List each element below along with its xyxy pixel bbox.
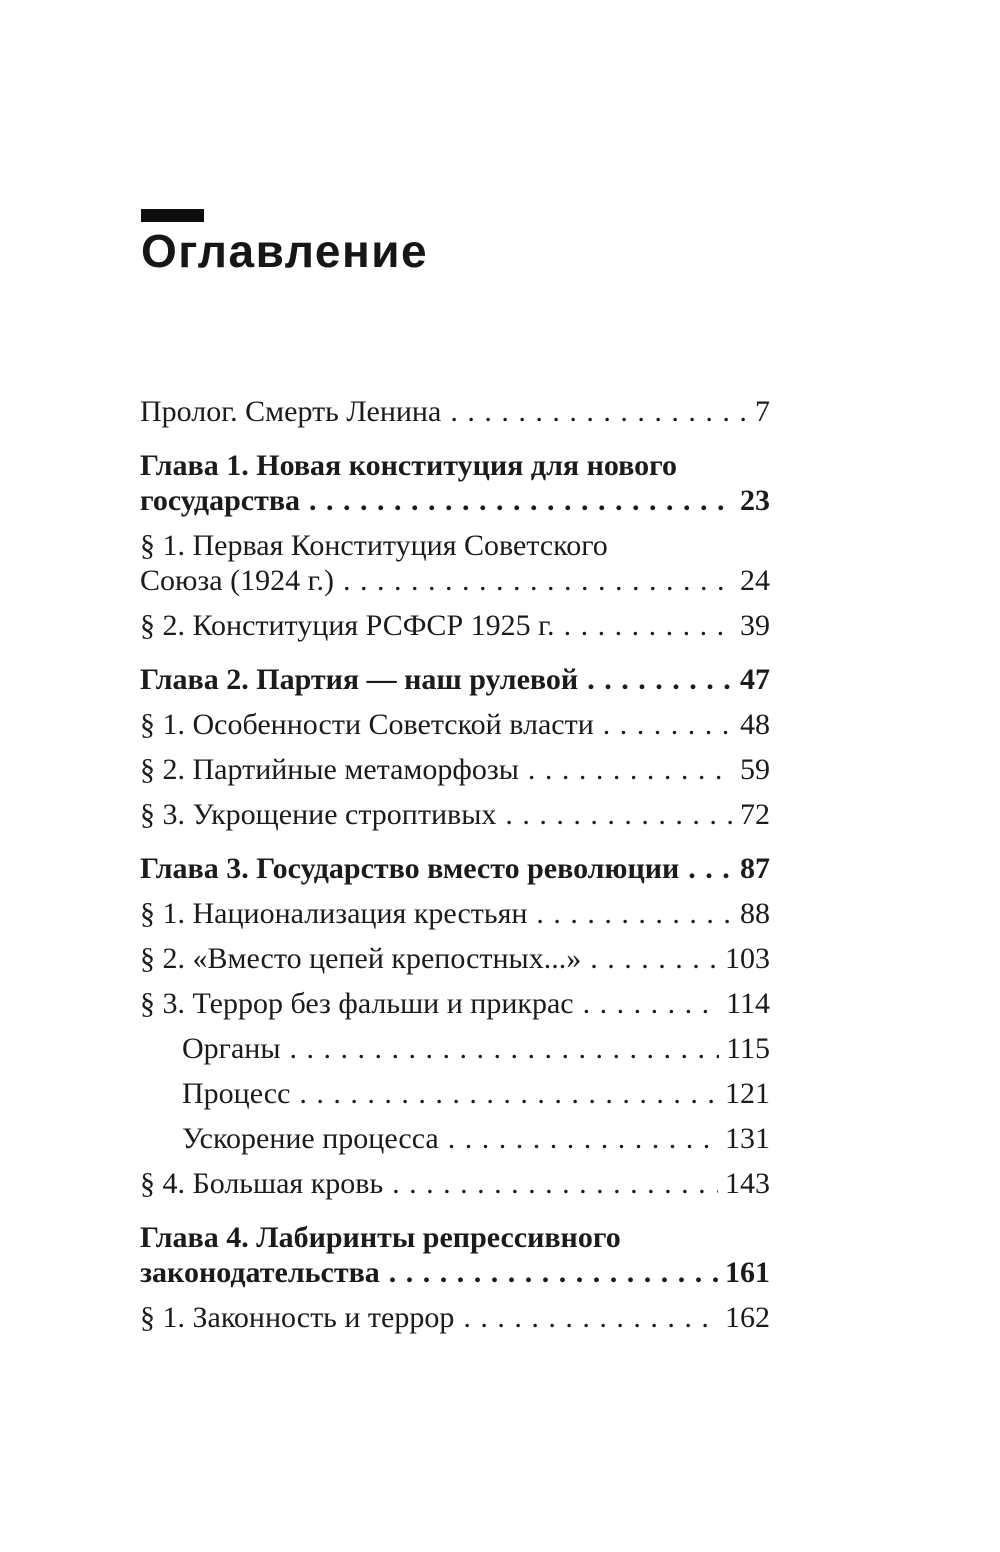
dot-leader: . . . . . . . . . . . . . . . . . . . . … bbox=[505, 798, 733, 831]
toc-page-number: 131 bbox=[725, 1122, 770, 1155]
toc-page-number: 115 bbox=[726, 1032, 770, 1065]
toc-entry-section: § 3. Укрощение строптивых . . . . . . . … bbox=[140, 797, 770, 832]
title-accent-bar bbox=[141, 209, 204, 222]
toc-entry-section: § 1. Особенности Советской власти . . . … bbox=[140, 707, 770, 742]
dot-leader: . . . . . . . . . . . . . . . . . . . . … bbox=[527, 753, 733, 786]
toc-page-number: 24 bbox=[740, 564, 770, 597]
toc-entry-section: § 1. Законность и террор . . . . . . . .… bbox=[140, 1300, 770, 1335]
toc-page-number: 88 bbox=[740, 897, 770, 930]
toc-entry-title: § 1. Особенности Советской власти bbox=[140, 708, 594, 741]
toc-page-number: 162 bbox=[725, 1301, 770, 1334]
toc-entry-title-wrap: государства bbox=[140, 484, 301, 517]
dot-leader: . . . . . . . . . . . . . . . . . . . . … bbox=[688, 852, 733, 885]
toc-entry-title: § 4. Большая кровь bbox=[140, 1167, 384, 1200]
toc-entry-title-wrap: законодательства bbox=[140, 1256, 380, 1289]
toc-entry-subsection: Органы . . . . . . . . . . . . . . . . .… bbox=[140, 1031, 770, 1066]
dot-leader: . . . . . . . . . . . . . . . . . . . . … bbox=[392, 1167, 718, 1200]
toc-entry-title: § 2. Конституция РСФСР 1925 г. bbox=[140, 609, 555, 642]
toc-entry-title: § 3. Террор без фальши и прикрас bbox=[140, 987, 574, 1020]
toc-entry-title: § 1. Национализация крестьян bbox=[140, 897, 528, 930]
toc-page-number: 48 bbox=[740, 708, 770, 741]
toc-entry-title: § 2. Партийные метаморфозы bbox=[140, 753, 519, 786]
dot-leader: . . . . . . . . . . . . . . . . . . . . … bbox=[563, 609, 733, 642]
toc-entry-subsection: Процесс . . . . . . . . . . . . . . . . … bbox=[140, 1076, 770, 1111]
dot-leader: . . . . . . . . . . . . . . . . . . . . … bbox=[450, 395, 748, 428]
dot-leader: . . . . . . . . . . . . . . . . . . . . … bbox=[309, 484, 733, 517]
toc-entry-section: § 1. Первая Конституция Советского Союза… bbox=[140, 528, 770, 598]
toc-entry-title: Процесс bbox=[182, 1077, 291, 1110]
toc-entry-prologue: Пролог. Смерть Ленина . . . . . . . . . … bbox=[140, 394, 770, 429]
toc-entry-title: Глава 1. Новая конституция для нового bbox=[140, 449, 678, 482]
page-title: Оглавление bbox=[141, 225, 429, 277]
toc-entry-section: § 2. Партийные метаморфозы . . . . . . .… bbox=[140, 752, 770, 787]
dot-leader: . . . . . . . . . . . . . . . . . . . . … bbox=[289, 1032, 720, 1065]
toc-entry-title: Ускорение процесса bbox=[182, 1122, 439, 1155]
toc-list: Пролог. Смерть Ленина . . . . . . . . . … bbox=[140, 394, 770, 1335]
dot-leader: . . . . . . . . . . . . . . . . . . . . … bbox=[587, 663, 733, 696]
toc-entry-title: § 3. Укрощение строптивых bbox=[140, 798, 497, 831]
toc-page-number: 7 bbox=[755, 395, 770, 428]
dot-leader: . . . . . . . . . . . . . . . . . . . . … bbox=[582, 987, 720, 1020]
dot-leader: . . . . . . . . . . . . . . . . . . . . … bbox=[343, 564, 733, 597]
toc-entry-title: Пролог. Смерть Ленина bbox=[140, 395, 442, 428]
toc-entry-title: Глава 3. Государство вместо революции bbox=[140, 852, 680, 885]
toc-entry-section: § 2. «Вместо цепей крепостных...» . . . … bbox=[140, 941, 770, 976]
dot-leader: . . . . . . . . . . . . . . . . . . . . … bbox=[602, 708, 733, 741]
toc-entry-title: Органы bbox=[182, 1032, 281, 1065]
dot-leader: . . . . . . . . . . . . . . . . . . . . … bbox=[388, 1256, 718, 1289]
toc-page-number: 114 bbox=[726, 987, 770, 1020]
toc-page-number: 161 bbox=[725, 1256, 770, 1289]
toc-entry-title: § 1. Законность и террор bbox=[140, 1301, 455, 1334]
toc-page-number: 39 bbox=[740, 609, 770, 642]
toc-entry-title: § 1. Первая Конституция Советского bbox=[140, 529, 608, 562]
toc-page-number: 121 bbox=[725, 1077, 770, 1110]
dot-leader: . . . . . . . . . . . . . . . . . . . . … bbox=[299, 1077, 718, 1110]
toc-entry-section: § 3. Террор без фальши и прикрас . . . .… bbox=[140, 986, 770, 1021]
toc-entry-title: Глава 2. Партия — наш рулевой bbox=[140, 663, 579, 696]
toc-page-number: 72 bbox=[740, 798, 770, 831]
toc-entry-section: § 1. Национализация крестьян . . . . . .… bbox=[140, 896, 770, 931]
toc-page-number: 87 bbox=[740, 852, 770, 885]
toc-entry-chapter-3: Глава 3. Государство вместо революции . … bbox=[140, 851, 770, 886]
toc-page-number: 103 bbox=[725, 942, 770, 975]
dot-leader: . . . . . . . . . . . . . . . . . . . . … bbox=[463, 1301, 718, 1334]
toc-page-number: 47 bbox=[740, 663, 770, 696]
toc-entry-title: § 2. «Вместо цепей крепостных...» bbox=[140, 942, 582, 975]
toc-entry-title: Глава 4. Лабиринты репрессивного bbox=[140, 1221, 621, 1254]
toc-entry-section: § 2. Конституция РСФСР 1925 г. . . . . .… bbox=[140, 608, 770, 643]
toc-entry-title-wrap: Союза (1924 г.) bbox=[140, 564, 334, 597]
toc-entry-chapter-1: Глава 1. Новая конституция для нового го… bbox=[140, 448, 770, 518]
toc-page-number: 143 bbox=[725, 1167, 770, 1200]
dot-leader: . . . . . . . . . . . . . . . . . . . . … bbox=[447, 1122, 718, 1155]
toc-entry-chapter-2: Глава 2. Партия — наш рулевой . . . . . … bbox=[140, 662, 770, 697]
toc-entry-section: § 4. Большая кровь . . . . . . . . . . .… bbox=[140, 1166, 770, 1201]
toc-entry-chapter-4: Глава 4. Лабиринты репрессивного законод… bbox=[140, 1220, 770, 1290]
dot-leader: . . . . . . . . . . . . . . . . . . . . … bbox=[590, 942, 718, 975]
toc-entry-subsection: Ускорение процесса . . . . . . . . . . .… bbox=[140, 1121, 770, 1156]
dot-leader: . . . . . . . . . . . . . . . . . . . . … bbox=[536, 897, 733, 930]
toc-page-number: 23 bbox=[740, 484, 770, 517]
toc-page-number: 59 bbox=[740, 753, 770, 786]
